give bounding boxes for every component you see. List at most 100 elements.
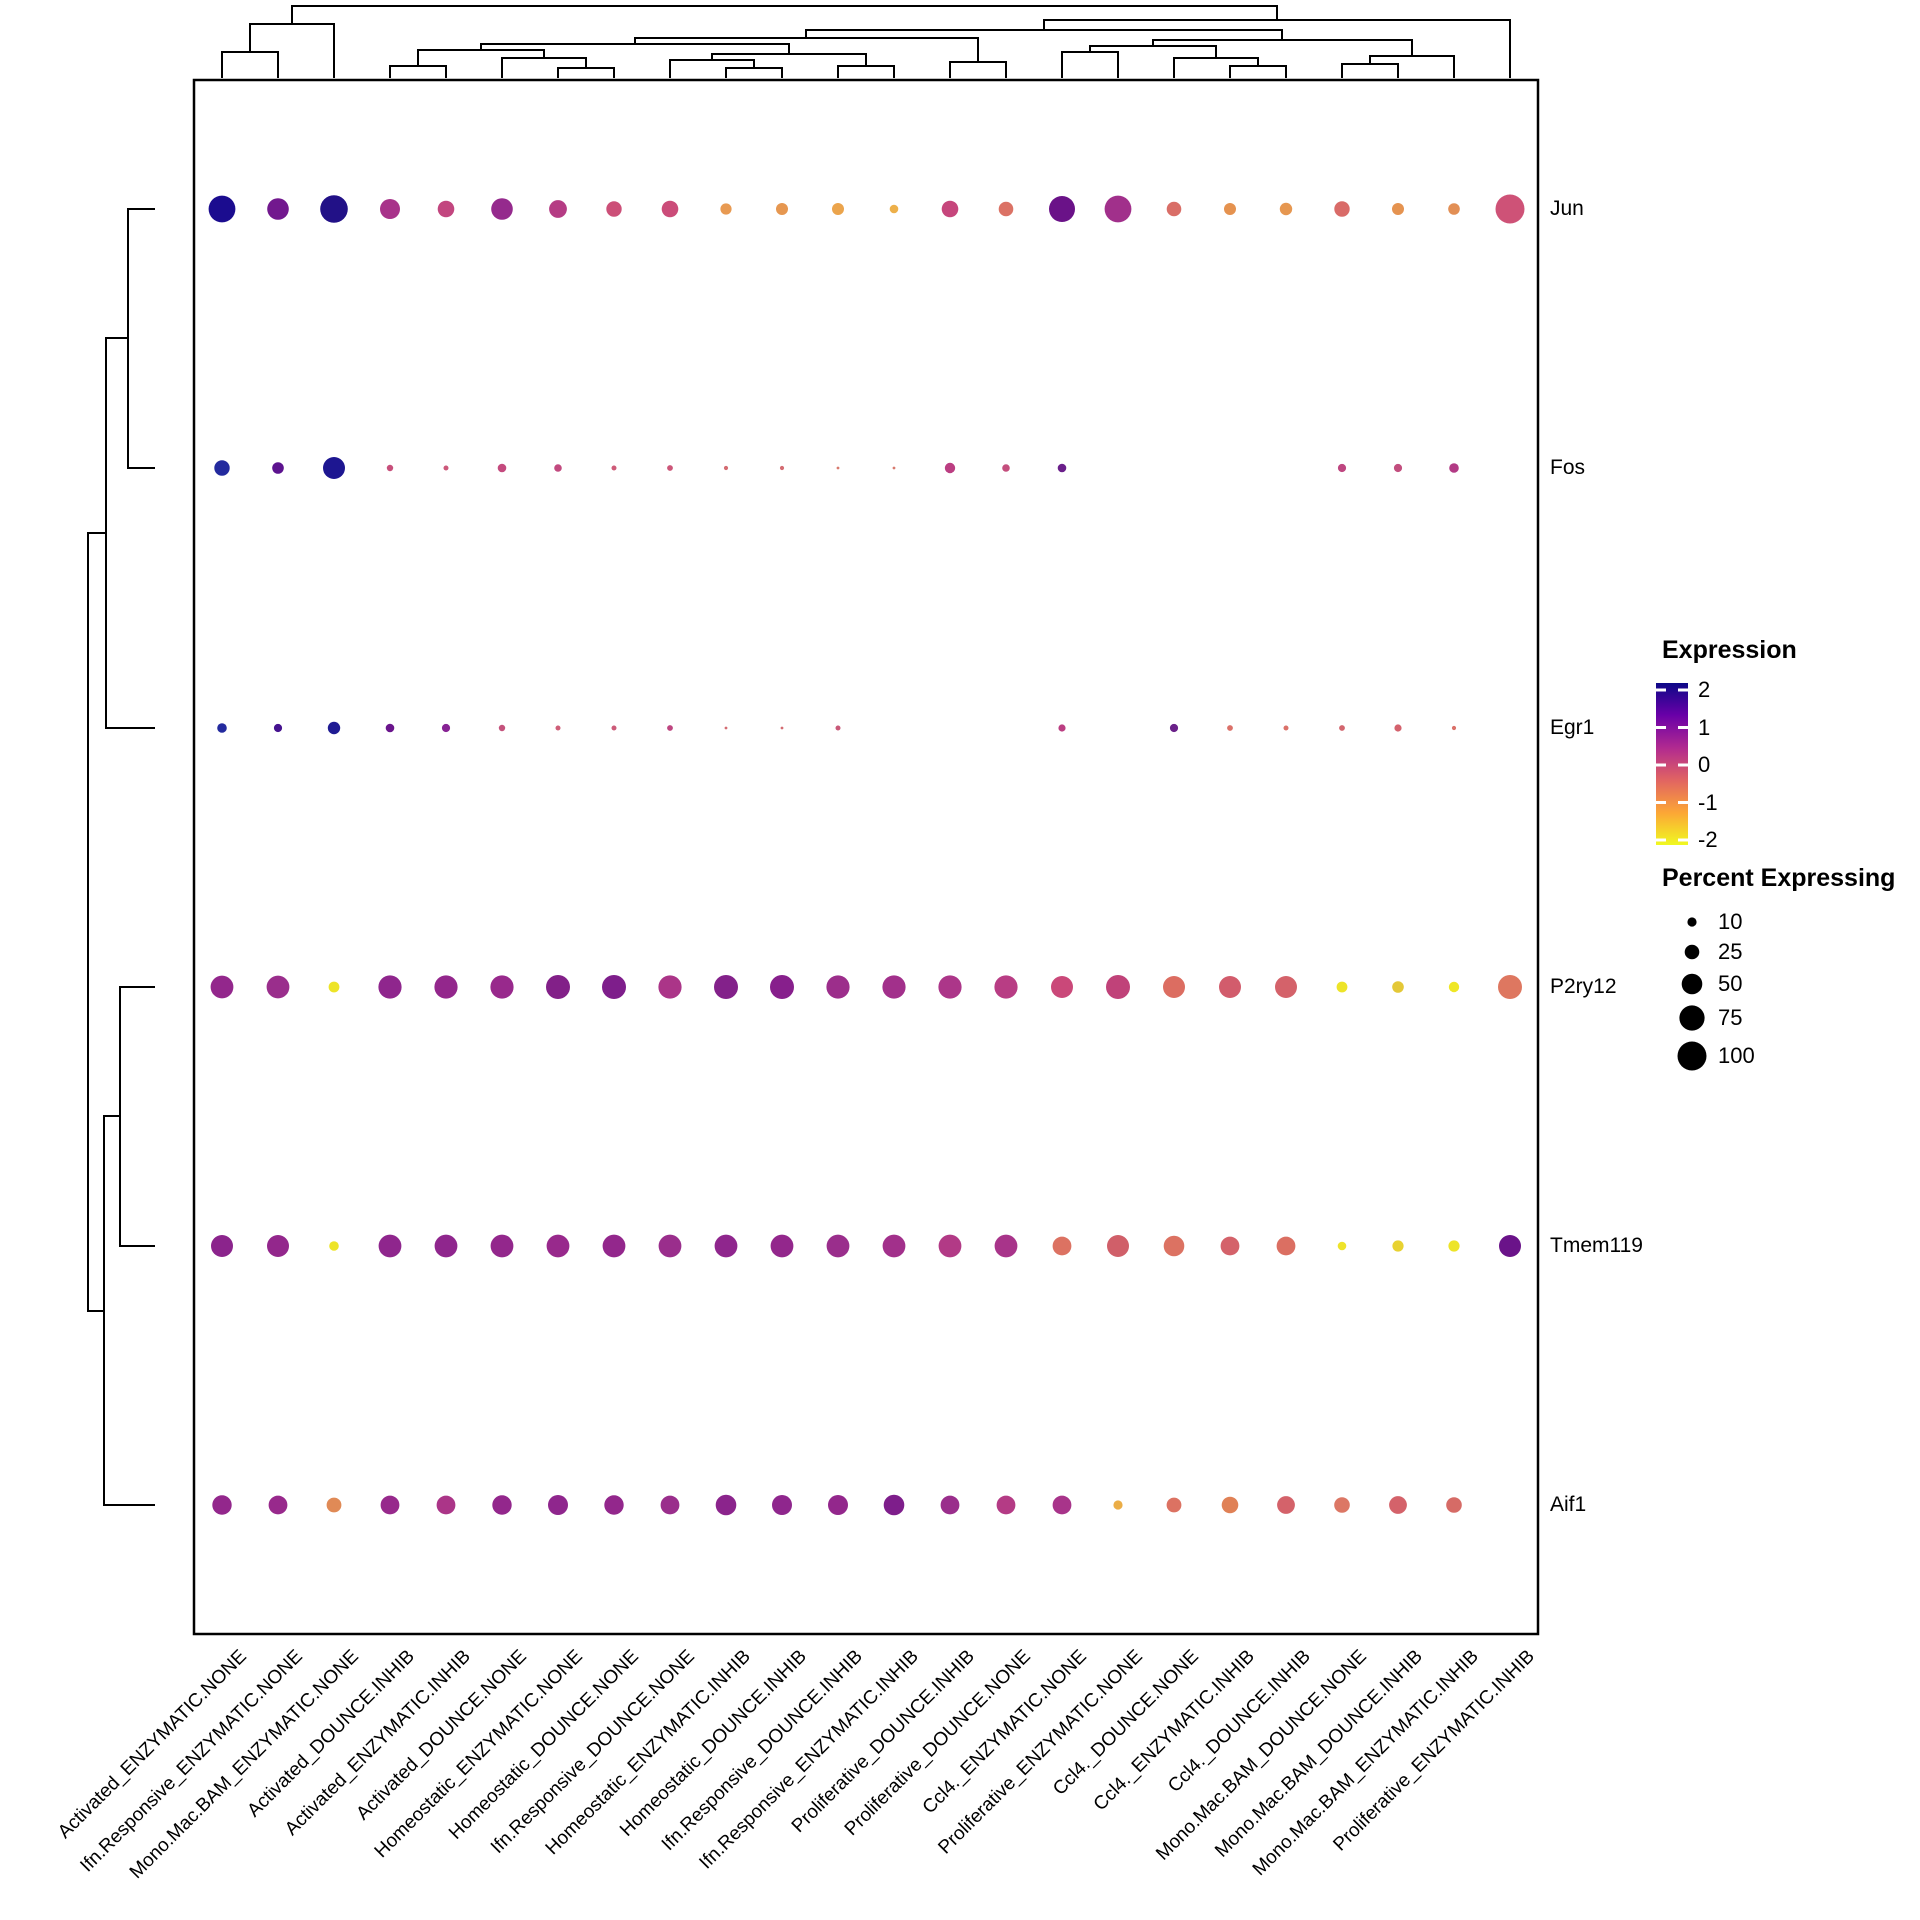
dot-Tmem119-6 (490, 1234, 514, 1258)
dot-P2ry12-24 (1498, 975, 1522, 999)
dot-Aif1-18 (1166, 1497, 1182, 1513)
dot-Aif1-6 (492, 1495, 512, 1515)
dot-Aif1-14 (940, 1495, 960, 1515)
dot-Fos-1 (214, 460, 230, 476)
dot-Aif1-3 (326, 1497, 342, 1513)
dot-Egr1-9 (667, 725, 673, 731)
dot-Aif1-1 (212, 1495, 232, 1515)
dot-Aif1-20 (1277, 1496, 1295, 1514)
dot-Egr1-1 (217, 723, 227, 733)
dot-Tmem119-19 (1220, 1236, 1240, 1256)
dot-P2ry12-4 (378, 975, 402, 999)
dot-P2ry12-20 (1275, 976, 1297, 998)
dot-Tmem119-5 (434, 1234, 458, 1258)
dot-Egr1-10 (724, 726, 728, 730)
dot-Tmem119-24 (1499, 1235, 1521, 1257)
dot-Fos-6 (497, 463, 507, 473)
dot-Tmem119-17 (1107, 1235, 1129, 1257)
dot-Fos-9 (667, 465, 673, 471)
expression-tick-2: 2 (1698, 677, 1711, 702)
dot-Egr1-3 (327, 721, 341, 735)
dot-Jun-18 (1166, 201, 1182, 217)
dot-Jun-7 (549, 200, 567, 218)
dot-Fos-8 (611, 465, 617, 471)
dot-Jun-19 (1224, 203, 1236, 215)
dot-Jun-2 (267, 198, 289, 220)
expression-tick--2: -2 (1698, 827, 1718, 852)
gene-label-Egr1: Egr1 (1550, 716, 1595, 739)
dot-Tmem119-7 (546, 1234, 570, 1258)
dot-Jun-3 (320, 195, 348, 223)
dot-Tmem119-9 (658, 1234, 682, 1258)
dot-Fos-14 (944, 462, 956, 474)
dot-Aif1-22 (1389, 1496, 1407, 1514)
dot-Aif1-11 (772, 1495, 792, 1515)
dot-Aif1-4 (380, 1495, 400, 1515)
gene-label-Jun: Jun (1550, 197, 1584, 220)
dot-Fos-2 (272, 462, 284, 474)
dot-Egr1-4 (385, 723, 395, 733)
dot-P2ry12-9 (658, 975, 682, 999)
dot-Tmem119-18 (1163, 1235, 1185, 1257)
colorbar-tick-marks (1656, 688, 1688, 842)
dot-Fos-15 (1002, 464, 1010, 472)
dot-Egr1-6 (498, 724, 506, 732)
dot-Aif1-7 (548, 1495, 568, 1515)
percent-legend-title: Percent Expressing (1662, 864, 1896, 892)
dot-Aif1-17 (1113, 1500, 1123, 1510)
dot-Aif1-19 (1221, 1496, 1239, 1514)
size-legend-label-75: 75 (1718, 1005, 1743, 1030)
top-dendrogram (221, 5, 1511, 78)
dot-Egr1-11 (780, 726, 784, 730)
gene-label-P2ry12: P2ry12 (1550, 975, 1617, 998)
dot-Jun-17 (1104, 195, 1132, 223)
size-legend-label-100: 100 (1718, 1043, 1755, 1068)
dot-P2ry12-6 (490, 975, 514, 999)
dot-Fos-11 (779, 465, 785, 471)
dot-Jun-21 (1334, 201, 1350, 217)
dot-P2ry12-15 (994, 975, 1018, 999)
dot-P2ry12-7 (546, 975, 570, 999)
gene-label-Tmem119: Tmem119 (1550, 1234, 1643, 1257)
dot-Jun-12 (832, 203, 844, 215)
dot-Egr1-20 (1283, 725, 1289, 731)
dot-Aif1-2 (268, 1495, 288, 1515)
dot-Tmem119-3 (329, 1241, 339, 1251)
dot-P2ry12-1 (210, 975, 234, 999)
dot-Aif1-15 (996, 1495, 1016, 1515)
dot-Tmem119-15 (994, 1234, 1018, 1258)
size-legend-label-10: 10 (1718, 909, 1743, 934)
dot-Jun-8 (606, 201, 622, 217)
dot-Tmem119-21 (1337, 1241, 1347, 1251)
dot-Jun-23 (1448, 203, 1460, 215)
dot-Tmem119-13 (882, 1234, 906, 1258)
dot-matrix (208, 194, 1525, 1516)
dot-Tmem119-20 (1276, 1236, 1296, 1256)
dot-P2ry12-13 (882, 975, 906, 999)
dot-Jun-14 (941, 200, 959, 218)
dot-Egr1-16 (1058, 724, 1066, 732)
dot-Jun-10 (720, 203, 732, 215)
size-legend-label-25: 25 (1718, 939, 1743, 964)
dot-Aif1-9 (660, 1495, 680, 1515)
dot-Egr1-23 (1451, 725, 1457, 731)
expression-tick-1: 1 (1698, 714, 1711, 740)
dot-Fos-5 (443, 465, 449, 471)
plot-panel-border (192, 78, 1540, 1636)
dot-Egr1-21 (1339, 725, 1345, 731)
dot-Fos-22 (1393, 463, 1403, 473)
dot-P2ry12-2 (266, 975, 290, 999)
dot-Tmem119-8 (602, 1234, 626, 1258)
dot-Jun-4 (380, 199, 400, 219)
expression-legend-title: Expression (1662, 636, 1797, 664)
dot-Aif1-8 (604, 1495, 624, 1515)
dot-P2ry12-16 (1051, 976, 1073, 998)
percent-size-dots (1677, 917, 1707, 1071)
dot-Egr1-7 (555, 725, 561, 731)
dot-Tmem119-1 (211, 1235, 233, 1257)
dot-Egr1-5 (441, 723, 451, 733)
left-dendrogram (87, 208, 155, 1506)
dot-P2ry12-5 (434, 975, 458, 999)
dot-Tmem119-23 (1448, 1240, 1460, 1252)
